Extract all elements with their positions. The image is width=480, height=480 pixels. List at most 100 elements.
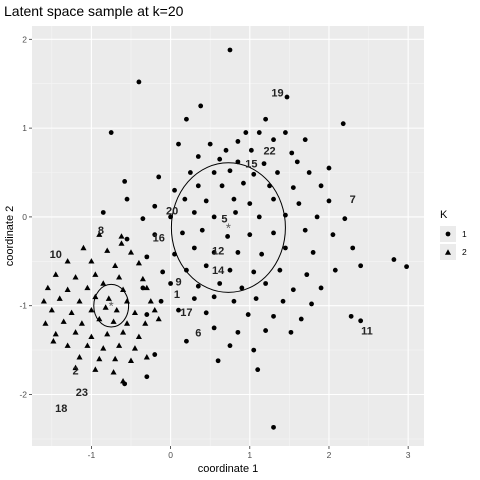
point-k2 — [64, 258, 71, 264]
point-k1 — [304, 272, 310, 278]
point-k1 — [326, 198, 332, 204]
point-k2 — [123, 320, 131, 326]
point-k1 — [263, 328, 269, 333]
point-k1 — [156, 174, 162, 180]
point-k1 — [144, 254, 150, 260]
point-k1 — [225, 234, 231, 239]
point-k2 — [113, 306, 120, 313]
x-tick-label: 1 — [247, 450, 252, 460]
point-k1 — [140, 216, 146, 222]
point-k1 — [310, 250, 316, 255]
point-k2 — [76, 354, 83, 360]
point-k1 — [263, 116, 269, 122]
point-k1 — [251, 269, 257, 275]
point-k1 — [231, 298, 237, 304]
annotation-label: 23 — [76, 387, 88, 399]
point-k2 — [116, 274, 123, 280]
point-k1 — [176, 141, 181, 147]
data-points — [40, 47, 409, 430]
point-k1 — [306, 170, 312, 175]
point-k2 — [44, 284, 51, 291]
point-k1 — [217, 156, 223, 162]
point-k1 — [211, 250, 217, 255]
point-k2 — [42, 320, 49, 326]
annotation-label: 8 — [98, 225, 104, 237]
point-k1 — [261, 161, 267, 167]
point-k1 — [172, 251, 177, 257]
point-k2 — [96, 355, 103, 362]
point-k1 — [180, 230, 185, 236]
point-k1 — [251, 347, 257, 353]
point-k1 — [235, 159, 241, 165]
point-k1 — [318, 285, 324, 291]
point-k2 — [92, 271, 99, 277]
point-k1 — [271, 196, 276, 202]
x-tick-label: 2 — [327, 450, 332, 460]
point-k1 — [172, 187, 177, 193]
point-k1 — [195, 183, 201, 189]
point-k1 — [271, 137, 276, 143]
point-k1 — [253, 296, 259, 302]
point-k1 — [184, 338, 189, 344]
point-k1 — [235, 250, 241, 255]
point-k1 — [404, 264, 409, 270]
point-k1 — [350, 245, 356, 251]
point-k1 — [256, 130, 262, 135]
point-k2 — [104, 247, 111, 253]
point-k1 — [100, 210, 106, 215]
point-k1 — [245, 312, 251, 317]
point-k1 — [207, 141, 213, 147]
point-k2 — [104, 330, 111, 337]
point-k1 — [326, 165, 332, 171]
point-k2 — [100, 280, 107, 286]
point-k1 — [235, 329, 241, 335]
point-k1 — [198, 103, 204, 109]
x-axis-ticks: -1 0 1 2 3 — [88, 446, 411, 460]
point-k1 — [283, 130, 288, 135]
point-k1 — [290, 287, 296, 293]
point-k2 — [110, 369, 117, 375]
point-k1 — [227, 47, 233, 53]
point-k1 — [247, 232, 253, 238]
x-tick-label: -1 — [88, 450, 96, 460]
point-k2 — [105, 295, 112, 301]
point-k1 — [211, 170, 217, 175]
annotation-label: 18 — [55, 403, 67, 415]
point-k2 — [84, 284, 91, 291]
point-k1 — [391, 257, 397, 262]
point-k1 — [108, 130, 114, 135]
point-k1 — [294, 159, 300, 165]
point-k1 — [283, 212, 288, 218]
point-k1 — [184, 267, 189, 273]
point-k1 — [195, 283, 201, 289]
point-k1 — [187, 170, 193, 175]
annotation-label: 10 — [50, 249, 62, 261]
point-k1 — [227, 267, 233, 273]
annotation-label: 9 — [175, 277, 181, 289]
point-k2 — [80, 244, 87, 251]
point-k1 — [251, 171, 257, 177]
point-k1 — [122, 178, 128, 184]
point-k2 — [118, 233, 125, 239]
x-tick-label: 3 — [406, 450, 411, 460]
point-k2 — [110, 318, 117, 324]
point-k1 — [233, 210, 238, 215]
x-tick-label: 0 — [168, 450, 173, 460]
point-k1 — [199, 227, 205, 233]
point-k1 — [211, 214, 217, 220]
point-k2 — [155, 315, 162, 322]
point-k2 — [135, 259, 142, 266]
point-k1 — [195, 154, 201, 159]
legend-key-circle — [445, 231, 451, 237]
legend-label: 2 — [462, 247, 467, 257]
centroid-2: * — [109, 299, 114, 314]
point-k1 — [168, 281, 173, 286]
point-k2 — [112, 355, 119, 362]
point-k1 — [211, 294, 217, 300]
y-tick-label: 1 — [22, 123, 27, 133]
point-k2 — [56, 295, 63, 301]
point-k2 — [76, 298, 83, 304]
point-k1 — [160, 269, 166, 275]
point-k1 — [255, 367, 261, 373]
